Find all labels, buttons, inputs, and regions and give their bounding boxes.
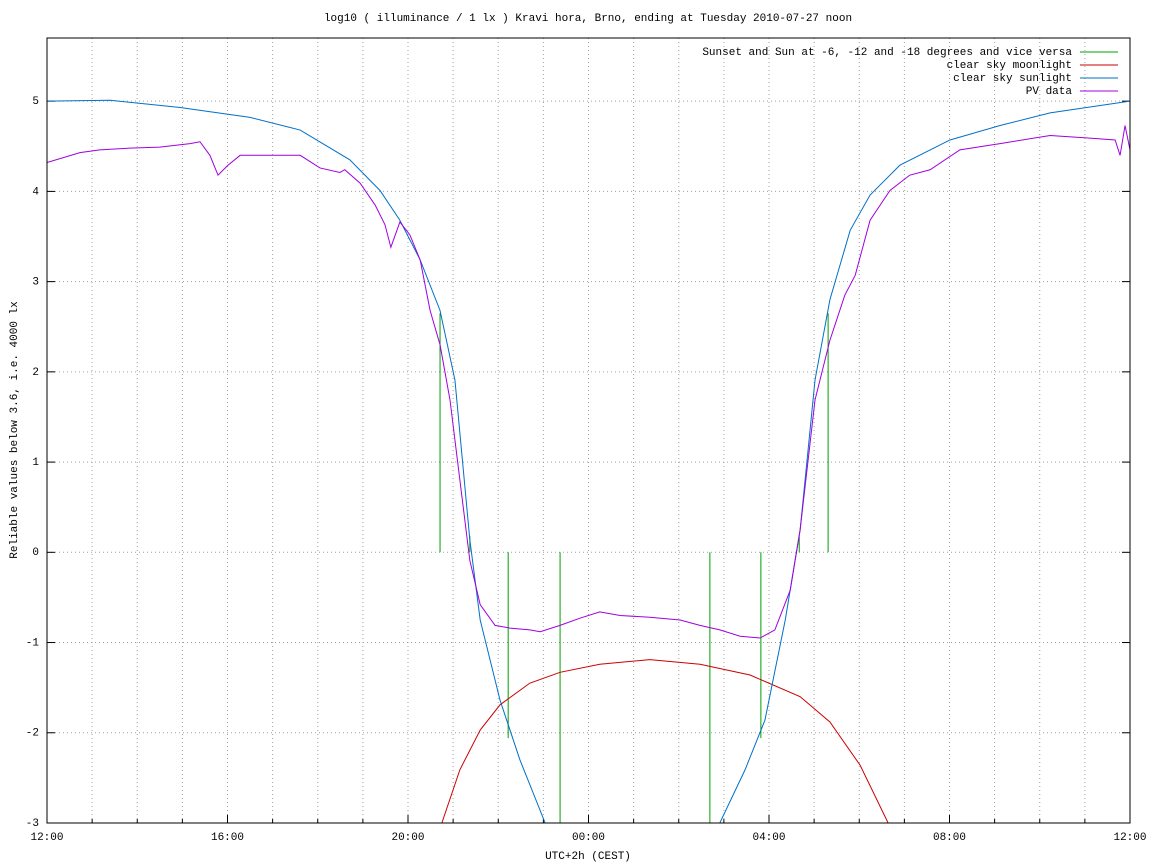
y-tick-label: 4 xyxy=(32,186,39,198)
series-line xyxy=(441,659,889,823)
legend-label: clear sky sunlight xyxy=(953,73,1072,85)
x-tick-label: 04:00 xyxy=(752,832,785,844)
legend-label: Sunset and Sun at -6, -12 and -18 degree… xyxy=(702,47,1072,59)
x-tick-label: 12:00 xyxy=(1113,832,1146,844)
y-tick-label: -2 xyxy=(26,728,39,740)
y-tick-label: 0 xyxy=(32,547,39,559)
x-tick-label: 08:00 xyxy=(933,832,966,844)
y-axis-label: Reliable values below 3.6, i.e. 4000 lx xyxy=(9,301,21,559)
x-tick-label: 00:00 xyxy=(572,832,605,844)
chart-title: log10 ( illuminance / 1 lx ) Kravi hora,… xyxy=(324,13,852,25)
y-tick-label: -1 xyxy=(26,637,40,649)
y-tick-label: 2 xyxy=(32,367,39,379)
series-line xyxy=(47,125,1130,639)
x-tick-label: 20:00 xyxy=(391,832,424,844)
legend-label: clear sky moonlight xyxy=(947,60,1072,72)
y-tick-label: 3 xyxy=(32,277,39,289)
plot-area xyxy=(47,99,1130,823)
y-tick-label: 1 xyxy=(32,457,39,469)
legend-label: PV data xyxy=(1026,86,1073,98)
y-tick-label: 5 xyxy=(32,96,39,108)
plot-frame xyxy=(46,37,1131,824)
x-tick-label: 12:00 xyxy=(30,832,63,844)
x-tick-label: 16:00 xyxy=(211,832,244,844)
series-line xyxy=(47,99,1130,823)
x-axis-label: UTC+2h (CEST) xyxy=(545,851,631,863)
y-tick-label: -3 xyxy=(26,818,39,830)
